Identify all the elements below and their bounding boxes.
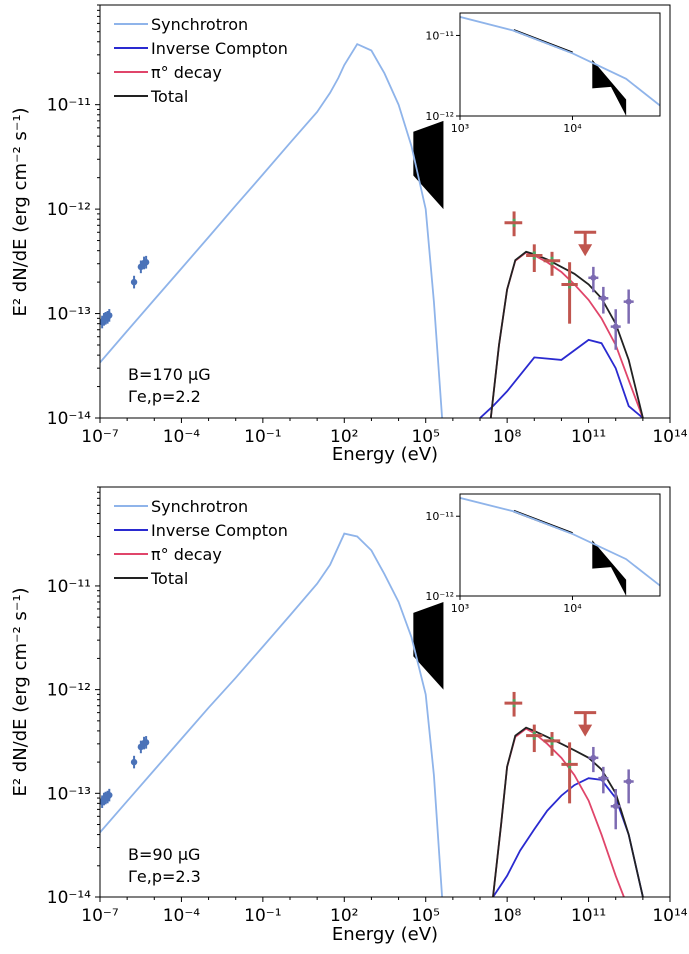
inset-x-tick-label: 10⁴	[563, 122, 582, 135]
tev-point	[625, 778, 632, 785]
inset-plot: 10³ 10⁴ 10⁻¹² 10⁻¹¹	[425, 12, 661, 135]
series-total	[489, 250, 644, 418]
annotation-text: B=90 μG	[128, 845, 200, 864]
y-tick-label: 10⁻¹²	[47, 200, 91, 220]
radio-point	[106, 312, 113, 319]
x-tick-label: 10¹⁴	[652, 427, 687, 447]
y-tick-label: 10⁻¹³	[47, 784, 91, 804]
tev-point	[625, 298, 632, 305]
inset-xray-butterfly	[592, 540, 627, 596]
x-tick-label: 10²	[330, 427, 358, 447]
legend-label: Total	[150, 87, 188, 106]
legend-label: Inverse Compton	[151, 39, 288, 58]
y-tick-label: 10⁻¹⁴	[47, 888, 91, 908]
tev-point	[612, 803, 619, 810]
series-synchrotron	[100, 42, 443, 418]
x-tick-label: 10⁻⁷	[81, 427, 119, 447]
inset-y-tick-label: 10⁻¹²	[425, 590, 454, 603]
panel-bottom: 10⁻⁷ 10⁻⁴ 10⁻¹ 10² 10⁵ 10⁸ 10¹¹ 10¹⁴ 10⁻¹⁴ 10⁻¹³ 1…	[10, 486, 688, 945]
series--decay	[492, 727, 625, 897]
x-axis-label: Energy (eV)	[332, 924, 438, 945]
inset-frame	[459, 493, 661, 597]
upper-limit-arrow	[578, 244, 593, 257]
legend-label: Total	[150, 569, 188, 588]
inset-synchrotron-curve	[460, 497, 660, 587]
y-axis-label: E² dN/dE (erg cm⁻² s⁻¹)	[10, 107, 31, 316]
inset-y-tick-label: 10⁻¹¹	[425, 29, 454, 42]
inset-x-tick-label: 10³	[451, 602, 469, 615]
panel-top: 10⁻⁷ 10⁻⁴ 10⁻¹ 10² 10⁵ 10⁸ 10¹¹ 10¹⁴ 10⁻¹⁴ 10⁻¹³ 1…	[10, 4, 688, 465]
x-tick-label: 10⁻⁷	[81, 906, 119, 926]
inset-bg	[460, 494, 660, 596]
inset-y-tick-label: 10⁻¹¹	[425, 510, 454, 523]
y-tick-label: 10⁻¹⁴	[47, 409, 91, 429]
plot-area	[100, 532, 644, 897]
radio-point	[130, 758, 138, 766]
x-tick-label: 10⁻¹	[244, 427, 281, 447]
tev-point	[590, 754, 597, 761]
x-tick-label: 10⁻¹	[244, 906, 281, 926]
y-tick-label: 10⁻¹¹	[47, 577, 91, 597]
legend-label: Synchrotron	[151, 15, 248, 34]
tev-point	[612, 323, 619, 330]
x-tick-label: 10²	[330, 906, 358, 926]
axes-frame	[99, 486, 671, 898]
inset-synchrotron-curve	[460, 16, 660, 107]
y-tick-label: 10⁻¹³	[47, 305, 91, 325]
legend-label: Synchrotron	[151, 497, 248, 516]
series-synchrotron	[100, 532, 443, 897]
x-tick-label: 10¹⁴	[652, 906, 687, 926]
annotation-text: Γe,p=2.3	[128, 867, 201, 886]
xray-butterfly	[413, 120, 444, 210]
x-tick-label: 10⁵	[411, 906, 439, 926]
radio-point	[130, 278, 138, 286]
y-axis-label: E² dN/dE (erg cm⁻² s⁻¹)	[10, 587, 31, 796]
radio-point	[106, 791, 113, 799]
x-tick-label: 10⁻⁴	[163, 427, 201, 447]
inset-frame	[459, 12, 661, 117]
y-tick-label: 10⁻¹²	[47, 681, 91, 701]
radio-point	[142, 259, 150, 266]
x-tick-label: 10⁸	[493, 427, 522, 447]
tev-point	[600, 295, 607, 302]
y-tick-label: 10⁻¹¹	[47, 96, 91, 116]
x-tick-label: 10⁸	[493, 906, 522, 926]
radio-point	[142, 739, 150, 746]
inset-x-tick-label: 10³	[451, 122, 469, 135]
inset-area	[460, 16, 660, 116]
inset-plot: 10³ 10⁴ 10⁻¹² 10⁻¹¹	[425, 493, 661, 615]
tev-point	[590, 274, 597, 281]
x-tick-label: 10¹¹	[571, 427, 606, 447]
series-inverse-compton	[492, 777, 644, 897]
tev-point	[600, 775, 607, 782]
x-axis-label: Energy (eV)	[332, 444, 438, 465]
x-tick-label: 10⁻⁴	[163, 906, 201, 926]
annotation-text: B=170 μG	[128, 365, 211, 384]
x-tick-label: 10⁵	[411, 427, 439, 447]
plot-area	[100, 42, 644, 418]
inset-y-tick-label: 10⁻¹²	[425, 110, 454, 123]
inset-area	[460, 497, 660, 596]
legend: Synchrotron Inverse Compton π° decay Total	[114, 497, 288, 588]
xray-butterfly	[413, 602, 444, 690]
legend-label: π° decay	[151, 63, 222, 82]
legend-label: Inverse Compton	[151, 521, 288, 540]
inset-xray-butterfly	[592, 59, 627, 116]
legend: Synchrotron Inverse Compton π° decay Total	[114, 15, 288, 106]
legend-label: π° decay	[151, 545, 222, 564]
upper-limit-arrow	[578, 724, 593, 737]
inset-x-tick-label: 10⁴	[563, 602, 582, 615]
series-inverse-compton	[479, 338, 644, 418]
x-tick-label: 10¹¹	[571, 906, 606, 926]
axes-frame	[99, 4, 671, 419]
annotation-text: Γe,p=2.2	[128, 387, 201, 406]
inset-bg	[460, 13, 660, 116]
